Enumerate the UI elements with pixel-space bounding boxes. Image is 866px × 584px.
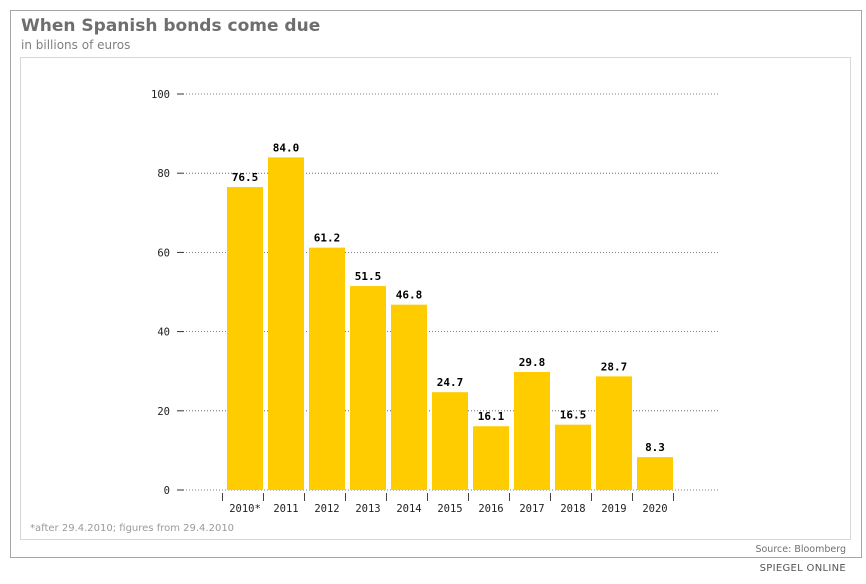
y-tick-label: 60 [157,247,170,259]
bar [432,392,468,490]
bar [391,304,427,490]
source-note: Source: Bloomberg [755,544,846,555]
chart-title: When Spanish bonds come due [21,16,321,36]
bar-value-label: 76.5 [232,171,259,184]
bar-value-label: 16.5 [560,409,587,422]
x-tick-label: 2014 [396,503,421,515]
footnote: *after 29.4.2010; figures from 29.4.2010 [30,523,235,534]
bar-value-label: 51.5 [355,270,382,283]
plot-area [20,57,851,540]
y-tick-label: 100 [151,89,170,101]
y-tick-label: 40 [157,327,170,339]
bar-value-label: 61.2 [314,232,341,245]
chart-subtitle: in billions of euros [21,38,131,52]
bar-value-label: 84.0 [273,141,300,154]
x-tick-label: 2010* [229,503,261,515]
bar [350,286,386,490]
bar-value-label: 24.7 [437,376,464,389]
bar-value-label: 28.7 [601,360,628,373]
bar [637,457,673,490]
bar-value-label: 29.8 [519,356,546,369]
x-tick-label: 2019 [601,503,626,515]
bar-value-label: 16.1 [478,410,505,423]
x-tick-label: 2017 [519,503,544,515]
bar [555,424,591,490]
y-tick-label: 20 [157,406,170,418]
bar [268,157,304,491]
x-tick-label: 2020 [642,503,667,515]
x-tick-label: 2013 [355,503,380,515]
bar [473,426,509,490]
y-tick-label: 0 [164,485,170,497]
x-tick-label: 2016 [478,503,503,515]
bar [227,187,263,490]
x-tick-label: 2015 [437,503,462,515]
x-tick-label: 2011 [273,503,298,515]
bar [596,376,632,490]
x-tick-label: 2018 [560,503,585,515]
bar [514,371,550,490]
bar [309,247,345,490]
x-tick-label: 2012 [314,503,339,515]
bar-value-label: 46.8 [396,289,423,302]
publisher-credit: SPIEGEL ONLINE [759,563,846,574]
bar-value-label: 8.3 [645,441,665,454]
y-tick-label: 80 [157,168,170,180]
